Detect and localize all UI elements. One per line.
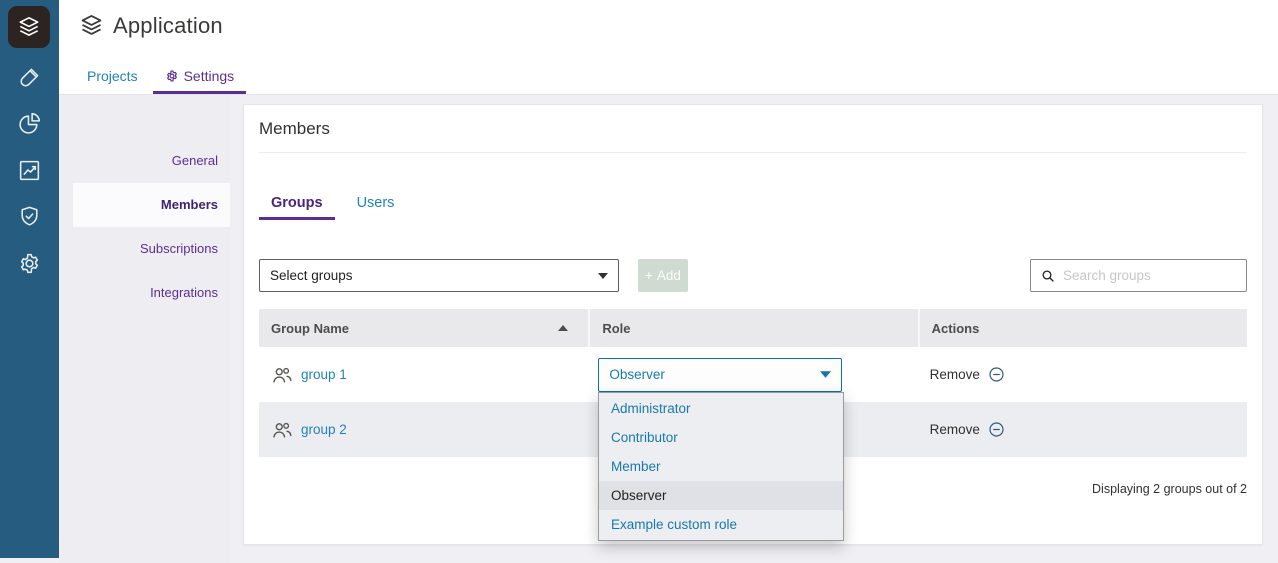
sidebar-item-members[interactable]: Members bbox=[73, 183, 230, 227]
layers-icon bbox=[78, 12, 105, 39]
remove-group-button[interactable]: Remove bbox=[930, 420, 1006, 439]
settings-nav-gear-icon[interactable] bbox=[0, 248, 59, 278]
search-groups-box bbox=[1030, 259, 1247, 292]
select-groups-placeholder: Select groups bbox=[270, 268, 353, 283]
group-link[interactable]: group 1 bbox=[301, 367, 347, 382]
gear-icon bbox=[165, 69, 179, 83]
role-option-member[interactable]: Member bbox=[611, 459, 661, 474]
search-icon bbox=[1040, 268, 1056, 284]
role-select-value: Observer bbox=[609, 367, 665, 382]
group-name-cell: group 2 bbox=[259, 419, 588, 441]
minus-circle-icon bbox=[987, 420, 1006, 439]
remove-label: Remove bbox=[929, 422, 980, 437]
role-option-contributor[interactable]: Contributor bbox=[611, 430, 678, 445]
experiments-nav-flask-icon[interactable] bbox=[0, 62, 59, 92]
sidebar-item-subscriptions[interactable]: Subscriptions bbox=[139, 241, 218, 256]
add-groups-button[interactable]: + Add bbox=[638, 259, 688, 292]
page-title: Members bbox=[259, 119, 1247, 153]
role-option-observer[interactable]: Observer bbox=[599, 481, 843, 510]
sidebar-item-integrations[interactable]: Integrations bbox=[150, 285, 218, 300]
sort-ascending-icon bbox=[558, 325, 569, 331]
tab-projects[interactable]: Projects bbox=[87, 68, 138, 94]
column-header-group-name[interactable]: Group Name bbox=[259, 309, 588, 347]
layers-icon bbox=[16, 14, 42, 40]
table-row: group 1 Observer Remove bbox=[259, 347, 1247, 402]
group-people-icon bbox=[271, 364, 293, 386]
remove-label: Remove bbox=[929, 367, 980, 382]
plus-icon: + bbox=[645, 268, 653, 283]
select-groups-combobox[interactable]: Select groups bbox=[259, 259, 619, 292]
security-nav-shield-check-icon[interactable] bbox=[0, 201, 59, 231]
actions-cell: Remove bbox=[918, 365, 1247, 384]
remove-group-button[interactable]: Remove bbox=[930, 365, 1006, 384]
tab-settings[interactable]: Settings bbox=[152, 68, 247, 94]
members-tab-bar: Groups Users bbox=[259, 195, 1247, 220]
groups-toolbar: Select groups + Add bbox=[259, 259, 1247, 292]
app-logo-button[interactable] bbox=[8, 6, 50, 48]
top-header: Application Projects Settings bbox=[59, 0, 1278, 95]
column-header-role[interactable]: Role bbox=[588, 309, 917, 347]
actions-cell: Remove bbox=[918, 420, 1247, 439]
top-tab-bar: Projects Settings bbox=[87, 68, 247, 94]
reports-nav-pie-chart-icon[interactable] bbox=[0, 108, 59, 138]
chevron-down-icon bbox=[820, 371, 832, 378]
tab-groups[interactable]: Groups bbox=[259, 195, 335, 220]
sidebar-item-general[interactable]: General bbox=[171, 153, 218, 168]
add-button-label: Add bbox=[656, 268, 681, 283]
analytics-nav-line-chart-icon[interactable] bbox=[0, 155, 59, 185]
settings-nav: General Members Subscriptions Integratio… bbox=[59, 95, 230, 563]
column-header-actions[interactable]: Actions bbox=[917, 309, 1247, 347]
results-count: Displaying 2 groups out of 2 bbox=[1092, 482, 1247, 496]
chevron-down-icon bbox=[598, 272, 608, 279]
group-link[interactable]: group 2 bbox=[301, 422, 347, 437]
minus-circle-icon bbox=[987, 365, 1006, 384]
search-groups-input[interactable] bbox=[1063, 268, 1237, 283]
tab-users[interactable]: Users bbox=[356, 195, 395, 211]
role-select[interactable]: Observer bbox=[598, 357, 843, 392]
group-name-cell: group 1 bbox=[259, 364, 588, 386]
table-header-row: Group Name Role Actions bbox=[259, 309, 1247, 347]
app-sidebar bbox=[0, 0, 59, 558]
role-option-example-custom-role[interactable]: Example custom role bbox=[611, 517, 738, 532]
role-cell: Observer bbox=[588, 357, 917, 392]
role-option-administrator[interactable]: Administrator bbox=[611, 401, 691, 416]
app-title: Application bbox=[113, 12, 223, 38]
tab-settings-label: Settings bbox=[183, 68, 235, 84]
role-dropdown-menu: Administrator Contributor Member Observe… bbox=[598, 392, 844, 541]
tab-projects-label: Projects bbox=[87, 68, 138, 84]
group-people-icon bbox=[271, 419, 293, 441]
